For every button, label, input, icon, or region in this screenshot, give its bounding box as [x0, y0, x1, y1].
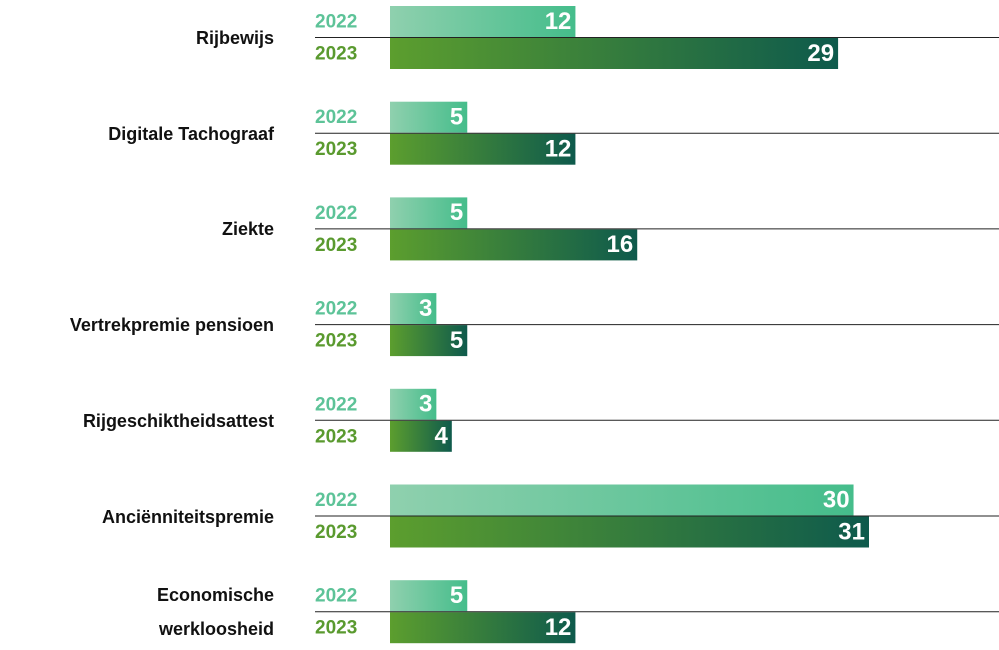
category-label: Anciënniteitspremie	[0, 485, 274, 549]
category-text: Anciënniteitspremie	[101, 506, 274, 527]
value-label: 5	[450, 582, 463, 609]
value-label: 5	[450, 199, 463, 226]
value-label: 4	[434, 423, 448, 450]
year-label: 2022	[315, 12, 357, 33]
value-label: 16	[607, 231, 634, 258]
bar	[390, 38, 839, 69]
year-label: 2023	[315, 235, 357, 256]
category-label: Vertrekpremie pensioen	[0, 293, 274, 357]
category-label: Rijgeschiktheidsattest	[0, 389, 274, 453]
year-label: 2023	[315, 426, 357, 447]
category-text: Digitale Tachograaf	[108, 123, 274, 144]
bar	[390, 325, 468, 357]
value-label: 12	[545, 136, 572, 163]
value-label: 3	[419, 295, 432, 322]
bar	[390, 484, 854, 516]
category-label: Digitale Tachograaf	[0, 102, 274, 166]
bar	[390, 197, 468, 229]
value-label: 12	[545, 8, 572, 35]
category-text: Economische werkloosheid	[156, 585, 274, 640]
year-label: 2022	[315, 203, 357, 224]
value-label: 5	[450, 104, 463, 131]
value-label: 5	[450, 327, 463, 354]
bar	[390, 133, 576, 165]
year-label: 2023	[315, 139, 357, 160]
year-label: 2022	[315, 107, 357, 128]
year-label: 2023	[315, 44, 357, 65]
bar	[390, 229, 638, 261]
value-label: 12	[545, 614, 572, 641]
bar	[390, 420, 452, 452]
year-label: 2023	[315, 522, 357, 543]
value-label: 31	[838, 518, 865, 545]
category-text: Rijgeschiktheidsattest	[82, 410, 274, 431]
year-label: 2022	[315, 299, 357, 320]
year-label: 2022	[315, 394, 357, 415]
year-label: 2023	[315, 331, 357, 352]
category-label: Economische werkloosheid	[0, 580, 274, 644]
category-label: Rijbewijs	[0, 6, 274, 70]
category-text: Vertrekpremie pensioen	[69, 315, 274, 336]
category-text: Ziekte	[221, 219, 274, 240]
value-label: 29	[807, 40, 834, 67]
bar	[390, 6, 576, 37]
bar	[390, 612, 576, 644]
category-text: Rijbewijs	[195, 28, 274, 48]
bar	[390, 516, 869, 548]
bar	[390, 580, 468, 612]
bar	[390, 388, 437, 420]
year-label: 2022	[315, 490, 357, 511]
value-label: 30	[823, 486, 850, 513]
category-label: Ziekte	[0, 197, 274, 261]
year-label: 2023	[315, 618, 357, 639]
bar	[390, 101, 468, 133]
value-label: 3	[419, 391, 432, 418]
year-label: 2022	[315, 586, 357, 607]
bar	[390, 293, 437, 325]
